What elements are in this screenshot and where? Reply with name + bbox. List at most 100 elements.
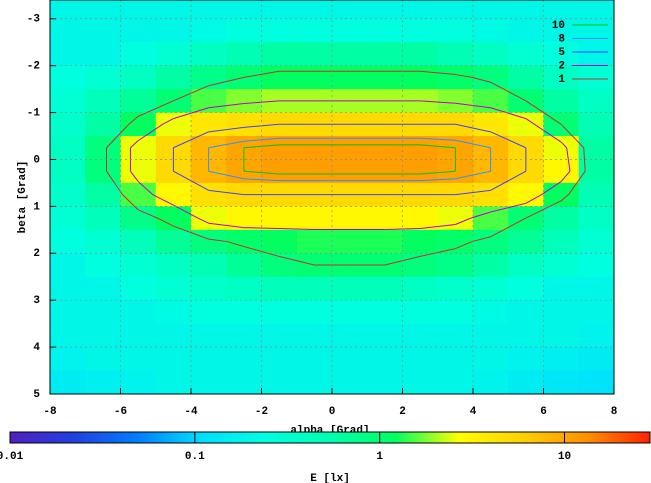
heat-cell [85,42,121,67]
colorbar-swatch [492,432,495,443]
colorbar-swatch [268,432,271,443]
heat-cell [578,323,614,348]
heat-cell [543,276,580,301]
contour-segment [243,170,280,175]
colorbar-swatch [462,432,465,443]
y-tick-label: -3 [27,14,41,26]
colorbar-swatch [50,432,53,443]
colorbar-swatch [248,432,251,443]
colorbar-swatch [186,432,189,443]
heat-cell [296,65,333,90]
colorbar-swatch [622,432,625,443]
colorbar-swatch [614,432,617,443]
colorbar-swatch [74,432,77,443]
heat-cell [578,0,614,20]
heat-cell [437,89,474,114]
colorbar-swatch [60,432,63,443]
heat-cell [261,159,298,184]
heat-cell [543,42,580,67]
y-tick-label: -1 [27,107,41,119]
heat-cell [367,18,403,43]
colorbar-swatch [334,432,337,443]
heat-cell [332,42,368,67]
colorbar-swatch [382,432,385,443]
heat-cell [332,370,368,394]
colorbar-swatch [182,432,185,443]
heat-cell [120,253,157,278]
heat-cell [367,42,403,67]
colorbar-swatch [190,432,193,443]
colorbar-swatch [342,432,345,443]
colorbar-swatch [212,432,215,443]
heat-cell [402,347,439,372]
colorbar-swatch [578,432,581,443]
colorbar-swatch [282,432,285,443]
colorbar-swatch [362,432,365,443]
contour-segment [490,81,527,102]
heat-cell [543,136,580,160]
heat-cell [226,18,262,43]
heat-cell [332,159,368,184]
heat-cell [473,112,509,137]
heat-cell [261,300,298,325]
heat-cell [50,42,86,67]
heat-cell [543,347,580,372]
heat-cell [578,112,614,137]
heat-cell [191,182,227,207]
colorbar-swatch [340,432,343,443]
colorbar-swatch [438,432,441,443]
heat-cell [50,112,86,137]
colorbar-swatch [344,432,347,443]
contour-segment [243,137,280,142]
colorbar-swatch [84,432,87,443]
colorbar-swatch [416,432,419,443]
colorbar-swatch [150,432,153,443]
heat-cell [261,323,298,348]
heat-cell [120,370,157,394]
contour-segment [541,181,562,196]
contour-segment [525,118,535,125]
heat-cell [50,253,86,278]
colorbar-swatch [180,432,183,443]
heat-cell [50,18,86,43]
colorbar-swatch [220,432,223,443]
heat-cell [261,276,298,301]
colorbar-swatch [560,432,563,443]
heat-cell [191,42,227,67]
heat-cell [578,347,614,372]
colorbar-swatch [466,432,469,443]
colorbar-swatch [580,432,583,443]
colorbar-swatch [452,432,455,443]
heat-cell [191,323,227,348]
colorbar-swatch [214,432,217,443]
heat-cell [120,159,157,184]
colorbar-swatch [388,432,391,443]
heat-cell [191,0,227,20]
colorbar-swatch [504,432,507,443]
colorbar-swatch [610,432,613,443]
colorbar-swatch [586,432,589,443]
heat-cell [578,89,614,114]
colorbar-swatch [76,432,79,443]
heat-cell [191,276,227,301]
colorbar-swatch [428,432,431,443]
x-tick-label: -2 [255,406,268,418]
contour-segment [173,85,209,102]
colorbar-swatch [102,432,105,443]
colorbar-swatch [618,432,621,443]
colorbar-swatch [266,432,269,443]
colorbar-swatch [116,432,119,443]
colorbar-swatch [18,432,21,443]
heat-cell [437,206,474,231]
colorbar-swatch [392,432,395,443]
colorbar-swatch [450,432,453,443]
colorbar-swatch [14,432,17,443]
colorbar-swatch [308,432,311,443]
colorbar-swatch [146,432,149,443]
colorbar-swatch [142,432,145,443]
heat-cell [120,42,157,67]
colorbar-swatch [128,432,131,443]
heat-cell [332,136,368,160]
colorbar-swatch [548,432,551,443]
heat-cell [296,42,333,67]
